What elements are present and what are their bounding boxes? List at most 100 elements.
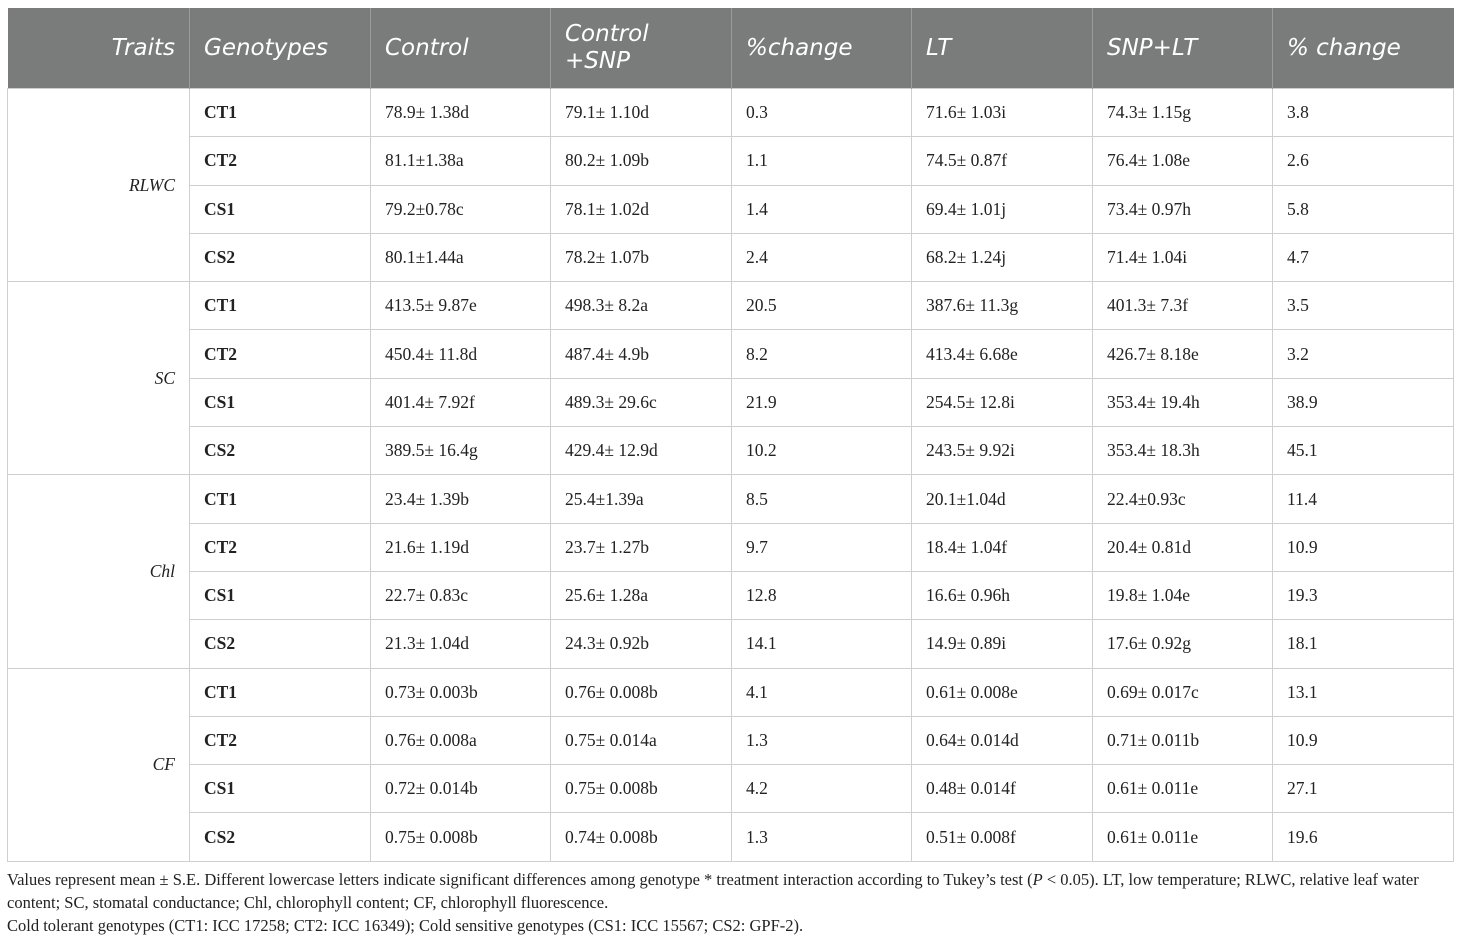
trait-cell: CF — [7, 667, 190, 862]
table-body: RLWC CT1 78.9± 1.38d 79.1± 1.10d 0.3 71.6± 1.… — [7, 87, 1454, 862]
control-snp-cell: 78.1± 1.02d — [550, 184, 732, 234]
lt-cell: 0.48± 0.014f — [911, 764, 1093, 814]
pct-change-1-cell: 2.4 — [731, 232, 912, 283]
header-lt: LT — [911, 8, 1093, 89]
table-row: CS1 0.72± 0.014b 0.75± 0.008b 4.2 0.48± 0.01… — [8, 764, 1454, 814]
control-cell: 0.75± 0.008b — [370, 812, 551, 862]
control-cell: 413.5± 9.87e — [370, 281, 551, 331]
footnote-text: Values represent mean ± S.E. Different l… — [7, 870, 1033, 889]
control-snp-cell: 498.3± 8.2a — [550, 281, 732, 331]
trait-cell: RLWC — [7, 87, 190, 283]
pct-change-1-cell: 8.2 — [731, 329, 912, 379]
genotype-cell: CS2 — [189, 426, 371, 476]
snp-lt-cell: 22.4±0.93c — [1092, 474, 1273, 524]
pct-change-2-cell: 27.1 — [1272, 764, 1454, 814]
pct-change-2-cell: 3.2 — [1272, 329, 1454, 379]
snp-lt-cell: 74.3± 1.15g — [1092, 87, 1273, 138]
table-row: CT2 0.76± 0.008a 0.75± 0.014a 1.3 0.64± 0.01… — [8, 715, 1454, 766]
header-genotypes: Genotypes — [189, 8, 371, 89]
pct-change-1-cell: 1.3 — [731, 812, 912, 862]
pct-change-1-cell: 10.2 — [731, 426, 912, 476]
table-row: Chl CT1 23.4± 1.39b 25.4±1.39a 8.5 20.1±1.04d… — [7, 474, 1454, 669]
header-control-snp-label: Control +SNP — [565, 21, 649, 74]
genotype-cell: CT2 — [189, 329, 371, 379]
lt-cell: 0.51± 0.008f — [911, 812, 1093, 862]
table-row: CS2 80.1±1.44a 78.2± 1.07b 2.4 68.2± 1.24j 71… — [8, 232, 1454, 283]
lt-cell: 16.6± 0.96h — [911, 570, 1093, 621]
table-row: SC CT1 413.5± 9.87e 498.3± 8.2a 20.5 387.6± 1… — [7, 281, 1454, 476]
pct-change-2-cell: 3.5 — [1272, 281, 1454, 331]
lt-cell: 413.4± 6.68e — [911, 329, 1093, 379]
snp-lt-cell: 0.61± 0.011e — [1092, 812, 1273, 862]
snp-lt-cell: 20.4± 0.81d — [1092, 522, 1273, 572]
pct-change-1-cell: 1.4 — [731, 184, 912, 234]
pct-change-2-cell: 45.1 — [1272, 426, 1454, 476]
table-footnote: Values represent mean ± S.E. Different l… — [7, 868, 1457, 937]
control-snp-cell: 0.75± 0.014a — [550, 715, 732, 766]
lt-cell: 0.64± 0.014d — [911, 715, 1093, 766]
control-cell: 389.5± 16.4g — [370, 426, 551, 476]
snp-lt-cell: 353.4± 18.3h — [1092, 426, 1273, 476]
pct-change-1-cell: 12.8 — [731, 570, 912, 621]
genotype-cell: CS1 — [189, 377, 371, 428]
pct-change-2-cell: 19.6 — [1272, 812, 1454, 862]
control-snp-cell: 0.76± 0.008b — [550, 667, 732, 717]
data-table: Traits Genotypes Control Control +SNP %c… — [7, 8, 1454, 862]
snp-lt-cell: 76.4± 1.08e — [1092, 136, 1273, 186]
table-row: CS1 79.2±0.78c 78.1± 1.02d 1.4 69.4± 1.01j 73… — [8, 184, 1454, 234]
genotype-cell: CS2 — [189, 619, 371, 669]
lt-cell: 14.9± 0.89i — [911, 619, 1093, 669]
pct-change-2-cell: 2.6 — [1272, 136, 1454, 186]
lt-cell: 20.1±1.04d — [911, 474, 1093, 524]
control-cell: 0.76± 0.008a — [370, 715, 551, 766]
pct-change-1-cell: 20.5 — [731, 281, 912, 331]
pct-change-2-cell: 10.9 — [1272, 522, 1454, 572]
header-pct-change-2: % change — [1272, 8, 1454, 89]
footnote-line-2: Cold tolerant genotypes (CT1: ICC 17258;… — [7, 916, 804, 935]
genotype-cell: CS1 — [189, 570, 371, 621]
genotype-cell: CS2 — [189, 812, 371, 862]
lt-cell: 0.61± 0.008e — [911, 667, 1093, 717]
snp-lt-cell: 71.4± 1.04i — [1092, 232, 1273, 283]
control-snp-cell: 23.7± 1.27b — [550, 522, 732, 572]
header-row: Traits Genotypes Control Control +SNP %c… — [7, 8, 1454, 89]
snp-lt-cell: 73.4± 0.97h — [1092, 184, 1273, 234]
pct-change-1-cell: 14.1 — [731, 619, 912, 669]
snp-lt-cell: 19.8± 1.04e — [1092, 570, 1273, 621]
control-cell: 23.4± 1.39b — [370, 474, 551, 524]
pct-change-2-cell: 18.1 — [1272, 619, 1454, 669]
trait-cell: Chl — [7, 474, 190, 669]
table-row: CF CT1 0.73± 0.003b 0.76± 0.008b 4.1 0.61± 0.… — [7, 667, 1454, 862]
lt-cell: 74.5± 0.87f — [911, 136, 1093, 186]
control-cell: 21.3± 1.04d — [370, 619, 551, 669]
control-snp-cell: 24.3± 0.92b — [550, 619, 732, 669]
control-cell: 78.9± 1.38d — [370, 87, 551, 138]
pct-change-2-cell: 10.9 — [1272, 715, 1454, 766]
control-snp-cell: 0.74± 0.008b — [550, 812, 732, 862]
control-cell: 80.1±1.44a — [370, 232, 551, 283]
control-cell: 21.6± 1.19d — [370, 522, 551, 572]
control-cell: 79.2±0.78c — [370, 184, 551, 234]
table-row: CT2 81.1±1.38a 80.2± 1.09b 1.1 74.5± 0.87f 76… — [8, 136, 1454, 186]
pct-change-2-cell: 13.1 — [1272, 667, 1454, 717]
table-row: CS2 0.75± 0.008b 0.74± 0.008b 1.3 0.51± 0.00… — [8, 812, 1454, 862]
pct-change-1-cell: 1.3 — [731, 715, 912, 766]
lt-cell: 68.2± 1.24j — [911, 232, 1093, 283]
table-row: CS2 389.5± 16.4g 429.4± 12.9d 10.2 243.5± 9.… — [8, 426, 1454, 476]
table-row: RLWC CT1 78.9± 1.38d 79.1± 1.10d 0.3 71.6± 1.… — [7, 87, 1454, 283]
pct-change-2-cell: 11.4 — [1272, 474, 1454, 524]
table-row: CS1 401.4± 7.92f 489.3± 29.6c 21.9 254.5± 12… — [8, 377, 1454, 428]
control-snp-cell: 79.1± 1.10d — [550, 87, 732, 138]
control-cell: 0.73± 0.003b — [370, 667, 551, 717]
genotype-cell: CS1 — [189, 184, 371, 234]
control-snp-cell: 25.6± 1.28a — [550, 570, 732, 621]
pct-change-1-cell: 21.9 — [731, 377, 912, 428]
lt-cell: 18.4± 1.04f — [911, 522, 1093, 572]
snp-lt-cell: 0.71± 0.011b — [1092, 715, 1273, 766]
table-row: CS2 21.3± 1.04d 24.3± 0.92b 14.1 14.9± 0.89i… — [8, 619, 1454, 669]
pct-change-2-cell: 19.3 — [1272, 570, 1454, 621]
pct-change-2-cell: 38.9 — [1272, 377, 1454, 428]
snp-lt-cell: 0.61± 0.011e — [1092, 764, 1273, 814]
table-row: CT2 450.4± 11.8d 487.4± 4.9b 8.2 413.4± 6.68… — [8, 329, 1454, 379]
pct-change-1-cell: 0.3 — [731, 87, 912, 138]
